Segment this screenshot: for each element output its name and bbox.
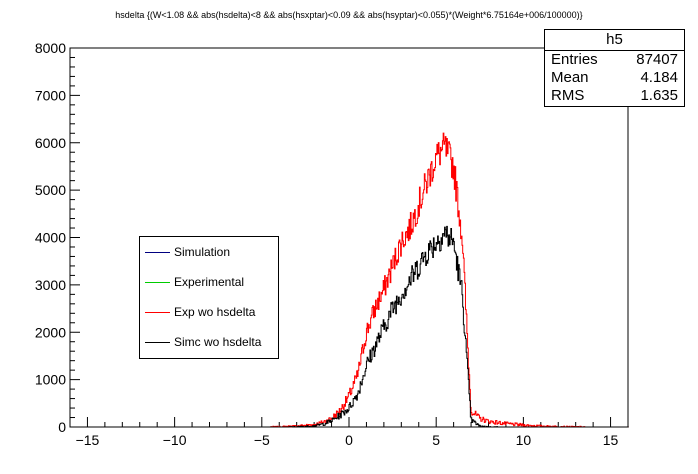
- y-tick-label: 4000: [35, 230, 66, 246]
- x-axis: −15 −10 −5 0 5 10 15: [69, 417, 629, 448]
- legend-label: Exp wo hsdelta: [174, 305, 256, 319]
- legend-swatch: [145, 342, 170, 343]
- y-tick-label: 7000: [35, 87, 66, 103]
- legend: Simulation Experimental Exp wo hsdelta S…: [139, 236, 279, 359]
- y-tick-label: 1000: [35, 372, 66, 388]
- stats-row-entries: Entries 87407: [545, 51, 684, 69]
- stats-row-rms: RMS 1.635: [545, 87, 684, 105]
- x-tick-label: 0: [345, 432, 353, 448]
- y-axis: 0 1000 2000 3000 4000 5000 6000 7000 8000: [35, 40, 80, 435]
- stats-value: 1.635: [640, 87, 678, 104]
- x-tick-label: −5: [254, 432, 270, 448]
- chart-title: hsdelta {(W<1.08 && abs(hsdelta)<8 && ab…: [115, 10, 583, 20]
- y-tick-label: 5000: [35, 182, 66, 198]
- legend-swatch: [145, 282, 170, 283]
- legend-label: Simulation: [174, 245, 231, 259]
- stats-label: RMS: [551, 87, 585, 104]
- legend-swatch: [145, 312, 170, 313]
- stats-title: h5: [545, 30, 684, 51]
- legend-item-experimental: Experimental: [140, 272, 278, 292]
- y-tick-label: 6000: [35, 135, 66, 151]
- stats-value: 87407: [636, 51, 678, 68]
- stats-value: 4.184: [640, 69, 678, 86]
- legend-swatch: [145, 252, 170, 253]
- x-tick-label: −10: [163, 432, 187, 448]
- series-layer: [70, 132, 629, 428]
- x-tick-label: 15: [603, 432, 619, 448]
- x-tick-label: 10: [516, 432, 532, 448]
- y-tick-label: 8000: [35, 40, 66, 56]
- legend-item-simulation: Simulation: [140, 242, 278, 262]
- stats-label: Mean: [551, 69, 589, 86]
- stats-box: h5 Entries 87407 Mean 4.184 RMS 1.635: [544, 29, 685, 107]
- legend-item-simc-wo-hsdelta: Simc wo hsdelta: [140, 332, 278, 352]
- stats-label: Entries: [551, 51, 598, 68]
- y-tick-label: 0: [58, 419, 66, 435]
- legend-item-exp-wo-hsdelta: Exp wo hsdelta: [140, 302, 278, 322]
- x-tick-label: −15: [76, 432, 100, 448]
- legend-label: Experimental: [174, 275, 245, 289]
- y-tick-label: 2000: [35, 324, 66, 340]
- x-tick-label: 5: [432, 432, 440, 448]
- series-line: [70, 225, 629, 428]
- y-tick-label: 3000: [35, 277, 66, 293]
- legend-label: Simc wo hsdelta: [174, 335, 262, 349]
- stats-row-mean: Mean 4.184: [545, 69, 684, 87]
